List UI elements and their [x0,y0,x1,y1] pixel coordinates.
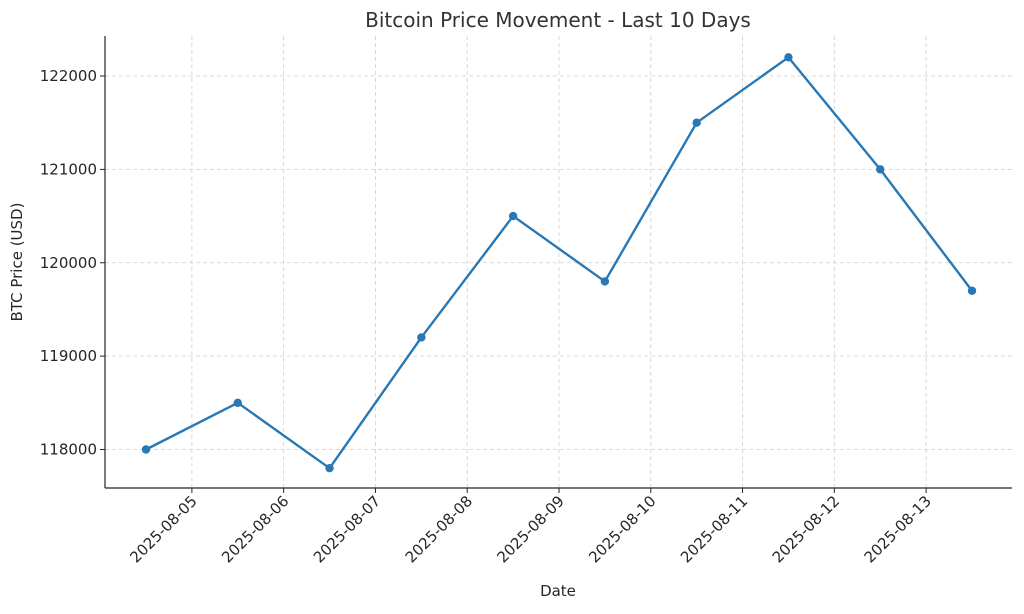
y-tick-label: 118000 [40,441,97,459]
y-tick-label: 121000 [40,160,97,178]
x-tick-label: 2025-08-07 [310,492,384,566]
data-point [508,211,518,221]
data-point [600,277,610,286]
data-point [876,165,885,174]
data-point [233,398,242,408]
x-tick-label: 2025-08-11 [677,492,751,566]
y-tick-label: 119000 [40,347,97,365]
y-axis-label: BTC Price (USD) [8,203,26,322]
series [141,53,977,473]
y-tick-label: 120000 [40,254,97,272]
chart-title: Bitcoin Price Movement - Last 10 Days [365,8,751,32]
data-point [784,53,793,62]
x-tick-label: 2025-08-12 [769,492,843,566]
x-axis-label: Date [540,582,576,600]
data-point [967,286,977,295]
x-tick-label: 2025-08-06 [218,492,292,566]
x-tick-label: 2025-08-09 [493,492,567,566]
ticks: 118000 119000 120000 121000 122000 2025-08-05… [40,67,935,566]
y-tick-label: 122000 [40,67,97,85]
data-point [141,445,151,454]
axes [104,36,1012,489]
data-point [417,333,426,342]
x-tick-label: 2025-08-10 [585,492,659,566]
data-point [325,463,334,473]
series-line [145,56,973,470]
x-tick-label: 2025-08-13 [861,492,935,566]
x-tick-label: 2025-08-05 [126,492,200,566]
grid [105,36,1012,488]
x-tick-label: 2025-08-08 [402,492,476,566]
data-point [692,118,701,127]
